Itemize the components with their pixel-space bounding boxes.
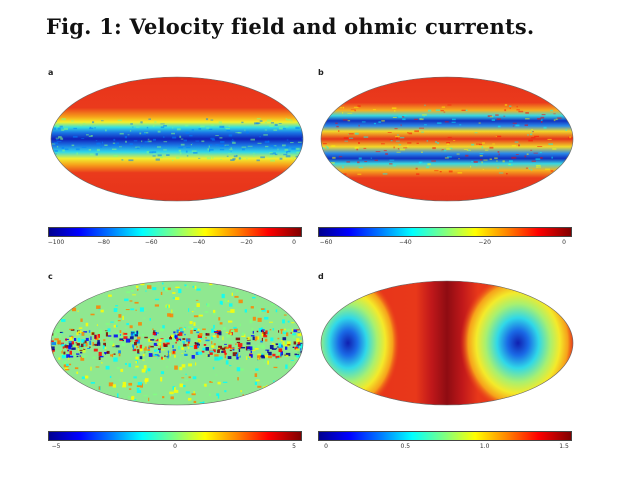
- colorbar-tick-label: −20: [240, 239, 253, 246]
- colorbar-tick-label: −40: [398, 239, 412, 246]
- colorbar-tick-label: −5: [51, 443, 61, 450]
- panel-c-letter: c: [48, 272, 53, 281]
- colorbar-tick-label: 1.5: [559, 443, 569, 450]
- colorbar-tick-label: −60: [319, 239, 333, 246]
- colorbar-tick-label: 0: [562, 239, 566, 246]
- panel-d: d: [318, 272, 583, 482]
- panel-c-map: [50, 280, 304, 406]
- colorbar-tick-label: −80: [97, 239, 110, 246]
- colorbar-tick-label: 0: [324, 443, 328, 450]
- panel-d-letter: d: [318, 272, 324, 281]
- panel-b-colorbar: [318, 227, 572, 237]
- colorbar-tick-label: 0: [173, 443, 177, 450]
- panel-b-colorbar-ticks: −60 −40 −20 0: [318, 239, 572, 251]
- colorbar-tick-label: −20: [478, 239, 491, 246]
- panel-b: b: [318, 68, 583, 278]
- panel-a-colorbar-ticks: −100 −80 −60 −40 −20 0: [48, 239, 302, 251]
- colorbar-tick-label: 0: [292, 239, 296, 246]
- colorbar-tick-label: −60: [144, 239, 158, 246]
- panel-d-colorbar: [318, 431, 572, 441]
- colorbar-tick-label: −100: [47, 239, 65, 246]
- colorbar-tick-label: 5: [292, 443, 296, 450]
- colorbar-tick-label: 1.0: [479, 443, 490, 450]
- colorbar-tick-label: 0.5: [400, 443, 411, 450]
- panel-a: a −100 −80: [48, 68, 313, 278]
- panel-c: c −5 0 5: [48, 272, 313, 482]
- figure-title: Fig. 1: Velocity field and ohmic current…: [46, 14, 535, 39]
- panel-d-colorbar-ticks: 0 0.5 1.0 1.5: [318, 443, 572, 455]
- panel-a-colorbar: [48, 227, 302, 237]
- panel-b-letter: b: [318, 68, 324, 77]
- panel-a-letter: a: [48, 68, 54, 77]
- panel-a-map: [50, 76, 304, 202]
- panel-b-map: [320, 76, 574, 202]
- panel-c-colorbar-ticks: −5 0 5: [48, 443, 302, 455]
- panel-d-map: [320, 280, 574, 406]
- panel-c-colorbar: [48, 431, 302, 441]
- colorbar-tick-label: −40: [192, 239, 206, 246]
